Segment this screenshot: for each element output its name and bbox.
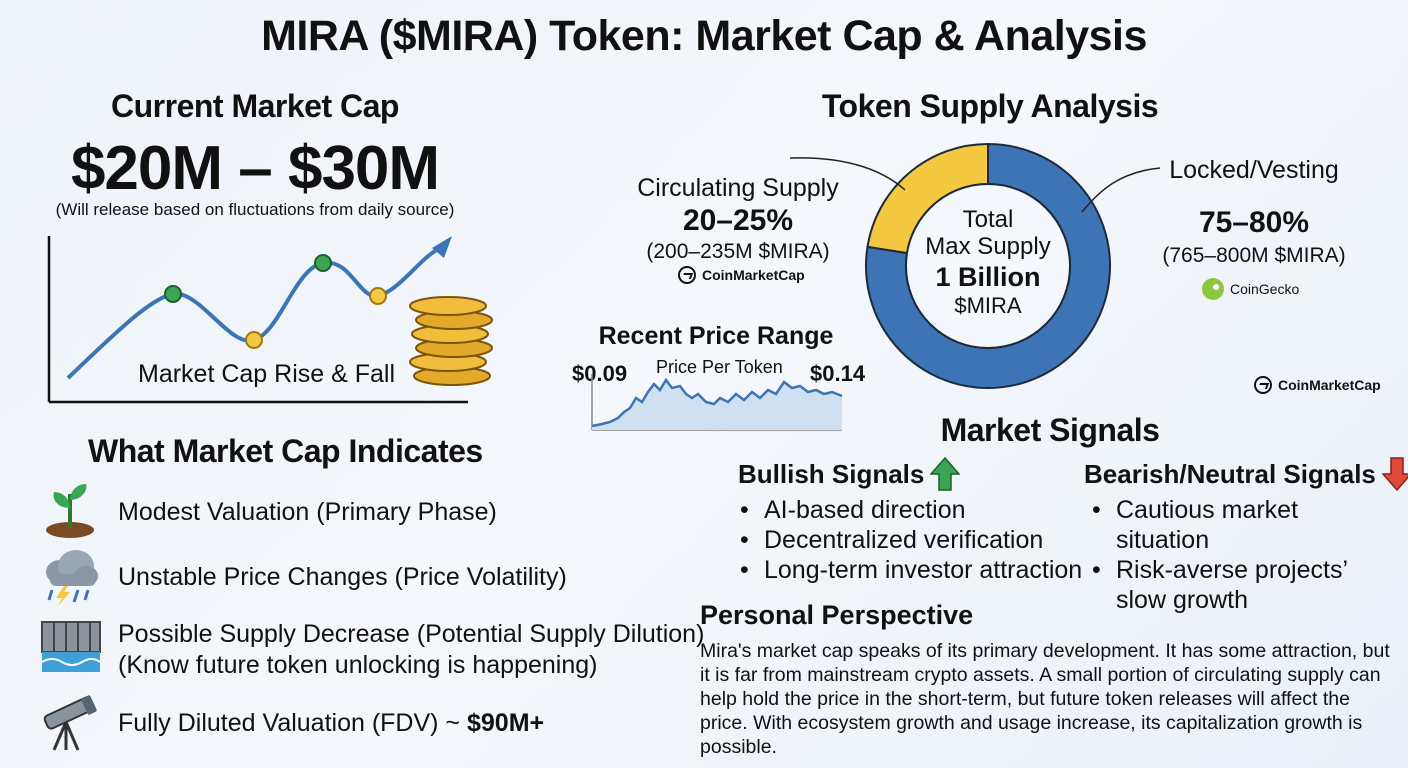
- sprout-icon: [46, 484, 94, 538]
- bullish-heading: Bullish Signals: [738, 457, 961, 491]
- locked-amount: (765–800M $MIRA): [1162, 244, 1346, 267]
- price-sparkline: [591, 374, 843, 431]
- indicator-fdv-value: $90M+: [466, 709, 545, 737]
- coinmarketcap-logo-icon: [678, 266, 696, 284]
- price-range-low: $0.09: [572, 361, 628, 386]
- bearish-item: Risk-averse projects’ slow growth: [1090, 555, 1390, 615]
- coin-stack-icon: [409, 296, 493, 386]
- indicates-heading: What Market Cap Indicates: [88, 433, 483, 469]
- perspective-heading: Personal Perspective: [700, 600, 974, 630]
- indicator-fdv-label: Fully Diluted Valuation (FDV) ~: [118, 709, 467, 737]
- donut-center: Total Max Supply 1 Billion $MIRA: [870, 206, 1106, 318]
- donut-center-total: Total: [962, 206, 1014, 233]
- circulating-percent: 20–25%: [682, 204, 794, 237]
- supply-donut-chart: [865, 142, 1111, 389]
- bearish-heading: Bearish/Neutral Signals: [1084, 457, 1408, 491]
- circulating-source: CoinMarketCap: [678, 266, 805, 284]
- indicator-supply-dilution-note: (Know future token unlocking is happenin…: [118, 651, 598, 679]
- bullish-list: AI-based direction Decentralized verific…: [738, 495, 1082, 585]
- bullish-item: Decentralized verification: [738, 525, 1082, 555]
- telescope-icon: [43, 695, 97, 751]
- circulating-label: Circulating Supply: [637, 174, 839, 202]
- price-range-heading: Recent Price Range: [598, 322, 834, 350]
- up-arrow-icon: [930, 457, 961, 491]
- perspective-text: Mira's market cap speaks of its primary …: [700, 640, 1390, 758]
- circulating-amount: (200–235M $MIRA): [646, 240, 830, 263]
- bearish-item: Cautious market situation: [1090, 495, 1390, 555]
- sparkline-area: [592, 380, 842, 430]
- coingecko-logo-icon: [1202, 278, 1224, 300]
- indicator-modest-valuation: Modest Valuation (Primary Phase): [118, 498, 497, 526]
- page-title: MIRA ($MIRA) Token: Market Cap & Analysi…: [261, 12, 1147, 60]
- down-arrow-icon: [1381, 457, 1408, 491]
- indicator-fdv: Fully Diluted Valuation (FDV) ~ $90M+: [118, 709, 544, 738]
- market-cap-chart: [47, 236, 493, 404]
- storm-cloud-icon: [46, 550, 98, 606]
- donut-center-unit: $MIRA: [954, 293, 1022, 318]
- market-cap-note: (Will release based on fluctuations from…: [55, 200, 455, 219]
- dam-icon: [41, 621, 101, 672]
- bearish-list: Cautious market situation Risk-averse pr…: [1090, 495, 1390, 615]
- signals-heading: Market Signals: [940, 412, 1160, 448]
- donut-center-max-supply: Max Supply: [925, 233, 1051, 260]
- bearish-heading-label: Bearish/Neutral Signals: [1084, 458, 1376, 489]
- sparkline-line: [591, 377, 843, 428]
- price-range-label: Price Per Token: [656, 357, 783, 377]
- locked-percent: 75–80%: [1198, 206, 1310, 239]
- supply-footer-source: CoinMarketCap: [1254, 376, 1381, 394]
- bullish-heading-label: Bullish Signals: [738, 458, 925, 489]
- indicator-supply-dilution: Possible Supply Decrease (Potential Supp…: [118, 620, 705, 648]
- market-cap-line: [66, 246, 441, 380]
- supply-heading: Token Supply Analysis: [821, 88, 1159, 124]
- chart-point: [369, 287, 387, 305]
- chart-point: [164, 285, 182, 303]
- market-cap-heading: Current Market Cap: [111, 88, 399, 124]
- coinmarketcap-logo-icon: [1254, 376, 1272, 394]
- locked-source-name: CoinGecko: [1230, 281, 1300, 297]
- bullish-item: AI-based direction: [738, 495, 1082, 525]
- indicator-price-volatility: Unstable Price Changes (Price Volatility…: [118, 563, 567, 591]
- trend-arrowhead: [432, 236, 452, 258]
- supply-footer-source-name: CoinMarketCap: [1278, 377, 1381, 393]
- chart-point: [314, 254, 332, 272]
- market-cap-value: $20M – $30M: [70, 134, 440, 203]
- market-cap-chart-label: Market Cap Rise & Fall: [138, 360, 396, 388]
- donut-center-amount: 1 Billion: [935, 262, 1041, 292]
- locked-label: Locked/Vesting: [1169, 156, 1339, 184]
- donut-hole: [905, 183, 1071, 349]
- bullish-item: Long-term investor attraction: [738, 555, 1082, 585]
- circulating-source-name: CoinMarketCap: [702, 267, 805, 283]
- chart-point: [245, 331, 263, 349]
- price-range-high: $0.14: [810, 361, 866, 386]
- locked-source: CoinGecko: [1202, 278, 1299, 300]
